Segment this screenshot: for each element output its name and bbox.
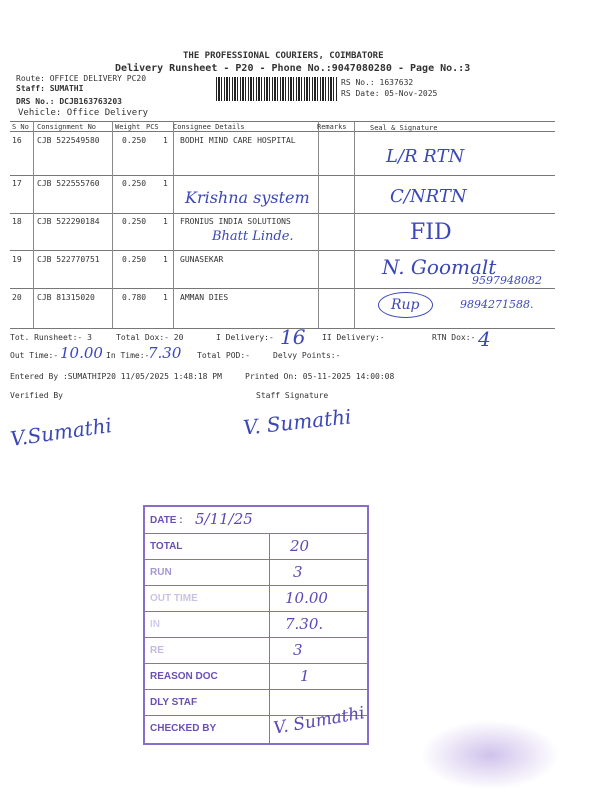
barcode (216, 77, 338, 101)
rs-date: RS Date: 05-Nov-2025 (341, 89, 438, 98)
col-consignment: Consignment No (37, 123, 97, 131)
i-delivery-label: I Delivery:- (216, 333, 274, 342)
verified-signature: V.Sumathi (8, 413, 114, 451)
seal-handwriting: L/R RTN (386, 146, 465, 167)
stamp-out-time-label: OUT TIME (150, 593, 198, 604)
pcs: 1 (163, 179, 168, 188)
company-title: THE PROFESSIONAL COURIERS, COIMBATORE (183, 51, 384, 61)
col-consignee: Consignee Details (173, 123, 245, 131)
route: Route: OFFICE DELIVERY PC20 (16, 74, 147, 83)
stamp-re-label: RE (150, 645, 164, 656)
sno: 19 (12, 255, 22, 264)
stamp-out-time-value: 10.00 (285, 589, 328, 607)
pcs: 1 (163, 136, 168, 145)
ink-smudge (420, 720, 560, 790)
seal-phone: 9894271588. (460, 298, 534, 311)
delivery-stamp: DATE : 5/11/25 TOTAL 20 RUN 3 OUT TIME 1… (143, 505, 369, 745)
total-pod: Total POD:- (197, 351, 250, 360)
pcs: 1 (163, 293, 168, 302)
ii-delivery-label: II Delivery:- (322, 333, 385, 342)
stamp-runsheet-value: 3 (293, 563, 303, 581)
consignment-no: CJB 522555760 (37, 179, 100, 188)
stamp-re-value: 3 (293, 641, 303, 659)
stamp-checked-by-label: CHECKED BY (150, 723, 217, 734)
sno: 20 (12, 293, 22, 302)
stamp-in-time-label: IN (150, 619, 160, 630)
sno: 17 (12, 179, 22, 188)
tot-runsheet: Tot. Runsheet:- 3 (10, 333, 92, 342)
stamp-total-value: 20 (290, 537, 310, 555)
i-delivery-value: 16 (280, 325, 306, 349)
entered-by: Entered By :SUMATHIP20 11/05/2025 1:48:1… (10, 372, 222, 381)
rtn-dox-label: RTN Dox:- (432, 333, 476, 342)
pcs: 1 (163, 255, 168, 264)
consignee: BODHI MIND CARE HOSPITAL (180, 136, 296, 145)
pcs: 1 (163, 217, 168, 226)
verified-by-label: Verified By (10, 391, 63, 400)
seal-handwriting: C/NRTN (390, 186, 467, 207)
drs-no: DRS No.: DCJB163763203 (16, 97, 122, 106)
col-seal: Seal & Signature (370, 124, 438, 132)
consignee-handwriting: Krishna system (185, 188, 310, 207)
rs-no: RS No.: 1637632 (341, 78, 414, 87)
seal-phone: 9597948082 (472, 274, 542, 287)
weight: 0.250 (122, 179, 147, 188)
seal-handwriting: FID (410, 220, 452, 245)
seal-handwriting: N. Goomalt (382, 255, 497, 279)
consignment-no: CJB 522549580 (37, 136, 100, 145)
vehicle: Vehicle: Office Delivery (18, 108, 149, 118)
stamp-in-time-value: 7.30. (285, 615, 324, 633)
col-weight: Weight (115, 123, 141, 131)
stamp-date-label: DATE : (150, 515, 183, 526)
out-time-value: 10.00 (60, 344, 103, 362)
sno: 16 (12, 136, 22, 145)
delvy-points: Delvy Points:- (273, 351, 341, 360)
weight: 0.250 (122, 136, 147, 145)
consignment-no: CJB 522290184 (37, 217, 100, 226)
stamp-runsheet-label: RUN (150, 567, 172, 578)
consignment-no: CJB 522770751 (37, 255, 100, 264)
col-pcs: PCS (146, 123, 159, 131)
staff-signature-label: Staff Signature (256, 391, 329, 400)
consignee-handwriting: Bhatt Linde. (212, 229, 294, 244)
runsheet-subtitle: Delivery Runsheet - P20 - Phone No.:9047… (115, 63, 471, 74)
stamp-reason-doc-value: 1 (300, 667, 310, 685)
rtn-dox-value: 4 (478, 327, 491, 351)
out-time-label: Out Time:- (10, 351, 59, 360)
in-time-value: 7.30 (148, 344, 182, 362)
consignee: FRONIUS INDIA SOLUTIONS (180, 217, 291, 226)
in-time-label: In Time:- (106, 351, 150, 360)
consignee: GUNASEKAR (180, 255, 224, 264)
weight: 0.780 (122, 293, 147, 302)
stamp-dly-staff-label: DLY STAF (150, 697, 198, 708)
printed-on: Printed On: 05-11-2025 14:00:08 (245, 372, 395, 381)
stamp-checked-by-signature: V. Sumathi (271, 703, 367, 739)
weight: 0.250 (122, 255, 147, 264)
col-sno: S No (12, 123, 29, 131)
seal-handwriting: Rup (378, 292, 433, 318)
stamp-total-label: TOTAL (150, 541, 183, 552)
staff: Staff: SUMATHI (16, 84, 84, 93)
weight: 0.250 (122, 217, 147, 226)
consignment-no: CJB 81315020 (37, 293, 95, 302)
stamp-reason-doc-label: REASON DOC (150, 671, 218, 682)
consignee: AMMAN DIES (180, 293, 229, 302)
staff-signature: V. Sumathi (242, 404, 353, 440)
col-remarks: Remarks (317, 123, 347, 131)
sno: 18 (12, 217, 22, 226)
total-dox: Total Dox:- 20 (116, 333, 184, 342)
stamp-date-value: 5/11/25 (195, 510, 253, 528)
